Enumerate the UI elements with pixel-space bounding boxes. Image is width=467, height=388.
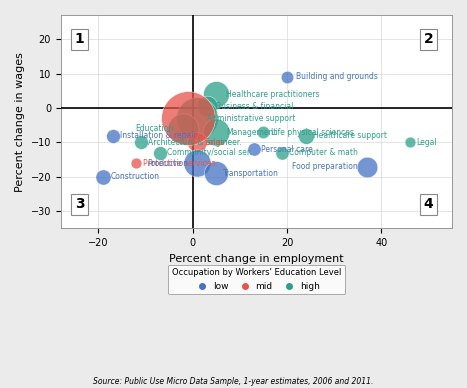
Text: Sales: Sales [205,138,225,147]
Point [156,150,163,156]
Point [184,115,192,121]
Text: Food preparation: Food preparation [292,162,358,171]
Point [137,139,145,146]
Text: Installation & repair: Installation & repair [120,131,197,140]
Point [203,103,211,109]
Text: Management: Management [226,128,276,137]
Point [194,139,201,146]
Text: 2: 2 [424,32,433,46]
X-axis label: Percent change in employment: Percent change in employment [169,254,344,264]
Point [283,74,291,80]
Point [212,91,220,97]
Text: Legal: Legal [417,138,437,147]
Point [194,115,201,121]
Text: Computer & math: Computer & math [290,148,358,157]
Text: Building and grounds: Building and grounds [297,73,378,81]
Point [99,174,107,180]
Text: Architecture & engineer.: Architecture & engineer. [148,138,241,147]
Text: Administrative support: Administrative support [207,114,295,123]
Text: Community/social ser.: Community/social ser. [167,148,252,157]
Point [212,170,220,177]
Point [194,160,201,166]
Point [406,139,413,146]
Text: 1: 1 [75,32,85,46]
Text: 3: 3 [75,197,85,211]
Text: Personal care: Personal care [261,145,313,154]
Point [250,146,258,152]
Point [260,129,267,135]
Text: Source: Public Use Micro Data Sample, 1-year estimates, 2006 and 2011.: Source: Public Use Micro Data Sample, 1-… [93,377,374,386]
Legend: low, mid, high: low, mid, high [168,265,345,294]
Text: Healthcare practitioners: Healthcare practitioners [226,90,319,99]
Text: Transportation: Transportation [223,169,279,178]
Text: Life physical sciences: Life physical sciences [270,128,354,137]
Point [363,163,371,170]
Y-axis label: Percent change in wages: Percent change in wages [15,52,25,192]
Point [109,132,116,139]
Point [279,150,286,156]
Point [212,129,220,135]
Text: Education: Education [135,124,174,133]
Point [180,126,187,132]
Point [133,160,140,166]
Text: Construction: Construction [110,172,159,181]
Text: Production: Production [147,159,188,168]
Text: 4: 4 [424,197,433,211]
Text: Healthcare support: Healthcare support [313,131,387,140]
Text: Protective services: Protective services [143,159,216,168]
Text: Business & financial: Business & financial [216,102,294,111]
Point [302,132,310,139]
